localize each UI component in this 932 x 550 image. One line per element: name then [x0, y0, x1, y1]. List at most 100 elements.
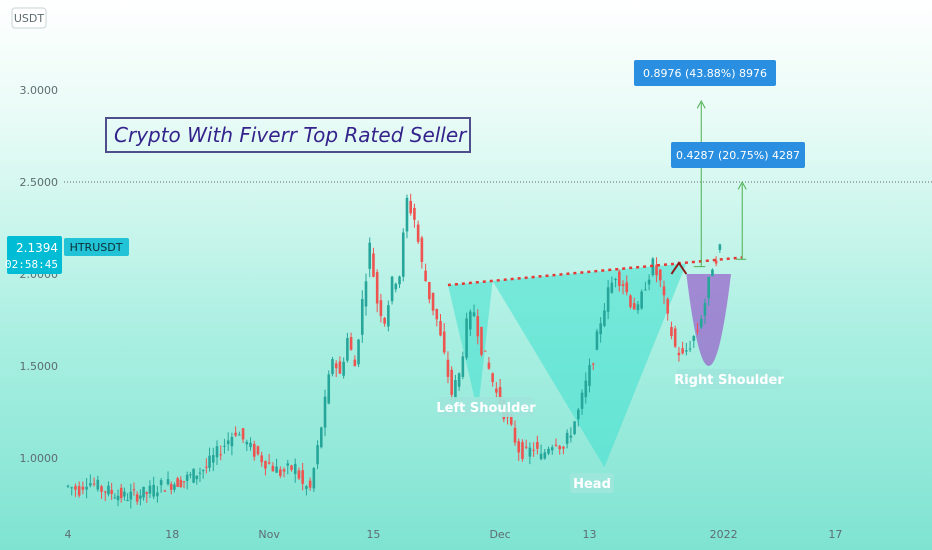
candle-body [142, 486, 145, 498]
candle-body [536, 442, 539, 449]
candle-body [640, 291, 643, 309]
candle-body [606, 287, 610, 312]
candle-body [629, 295, 632, 308]
candle-body [353, 359, 357, 367]
candle-body [472, 312, 476, 317]
label-right-shoulder-text: Right Shoulder [674, 373, 784, 388]
candle-body [205, 466, 208, 468]
target-callout-2[interactable]: 0.4287 (20.75%) 4287 [671, 142, 805, 168]
candle-body [100, 486, 103, 492]
candle-body [409, 200, 412, 214]
candle-body [74, 486, 77, 490]
candle-body [703, 302, 707, 316]
candle-body [711, 269, 714, 277]
candle-body [85, 486, 88, 490]
candle-body [420, 237, 424, 262]
candle-body [159, 480, 163, 486]
candle-body [349, 337, 353, 350]
candle-body [372, 253, 375, 277]
y-tick-label: 1.0000 [20, 452, 59, 465]
target-callout-1-label: 0.8976 (43.88%) 8976 [643, 67, 767, 80]
candle-body [198, 472, 202, 474]
candle-body [543, 452, 547, 459]
currency-badge[interactable]: USDT [11, 7, 47, 29]
candle-body [498, 386, 502, 406]
candle-body [491, 373, 494, 383]
candle-body [260, 455, 263, 463]
label-left-shoulder-text: Left Shoulder [436, 401, 536, 416]
candle-body [166, 479, 170, 485]
candle-body [129, 491, 133, 500]
target-arrows [693, 99, 747, 268]
candle-body [312, 468, 316, 489]
candle-body [673, 328, 677, 347]
candle-body [156, 492, 159, 497]
candle-body [230, 436, 234, 447]
currency-badge-label: USDT [14, 12, 45, 25]
x-tick-label: 13 [583, 528, 597, 541]
y-tick-label: 2.5000 [20, 176, 59, 189]
candle-body [189, 474, 192, 476]
candle-body [89, 483, 92, 486]
candle-body [103, 491, 107, 493]
candle-body [618, 271, 621, 286]
candle-body [185, 474, 189, 481]
candle-body [469, 311, 472, 330]
candle-body [707, 276, 710, 299]
candle-body [379, 300, 383, 317]
candle-body [644, 289, 647, 291]
candle-body [116, 495, 120, 501]
candle-body [179, 479, 183, 487]
candle-body [249, 442, 252, 448]
candle-body [308, 480, 312, 488]
candle-body [714, 260, 718, 264]
candle-body [428, 281, 431, 300]
candle-body [685, 350, 688, 352]
candle-body [517, 441, 521, 453]
candle-body [457, 373, 461, 387]
candle-body [461, 356, 465, 377]
candle-body [662, 286, 666, 296]
candle-body [132, 489, 136, 491]
candle-body [96, 479, 100, 490]
last-price-badge: 2.1394 02:58:45 [5, 236, 62, 274]
candle-body [357, 339, 360, 365]
candle-body [334, 363, 338, 369]
x-tick-label: 15 [366, 528, 380, 541]
candle-body [346, 338, 349, 361]
candle-body [331, 359, 334, 375]
x-axis: 4 18 Nov 15 Dec 13 2022 17 [65, 528, 843, 541]
candle-body [550, 447, 554, 451]
candle-body [599, 323, 602, 335]
candle-body [480, 326, 483, 355]
candle-body [110, 489, 113, 494]
candle-body [521, 442, 524, 459]
candle-body [603, 310, 606, 326]
candle-body [565, 432, 569, 444]
candle-body [554, 444, 558, 446]
candle-body [647, 279, 651, 285]
candle-body [390, 276, 394, 302]
candle-body [383, 317, 386, 324]
candle-body [446, 359, 450, 377]
candle-body [320, 427, 323, 448]
candle-body [241, 428, 245, 440]
target-callout-1[interactable]: 0.8976 (43.88%) 8976 [634, 60, 776, 86]
candle-body [305, 486, 308, 489]
candle-body [368, 242, 372, 269]
y-tick-label: 1.5000 [20, 360, 59, 373]
candle-body [658, 269, 662, 281]
candle-body [632, 303, 636, 310]
candle-body [625, 282, 629, 293]
candle-body [163, 490, 167, 492]
candle-body [692, 336, 696, 341]
candle-body [547, 448, 550, 454]
candle-body [145, 492, 149, 494]
candle-body [666, 298, 670, 314]
candle-body [610, 282, 614, 293]
candle-body [483, 350, 487, 352]
candle-body [580, 392, 584, 409]
candle-body [413, 207, 416, 220]
x-tick-label: 18 [165, 528, 179, 541]
